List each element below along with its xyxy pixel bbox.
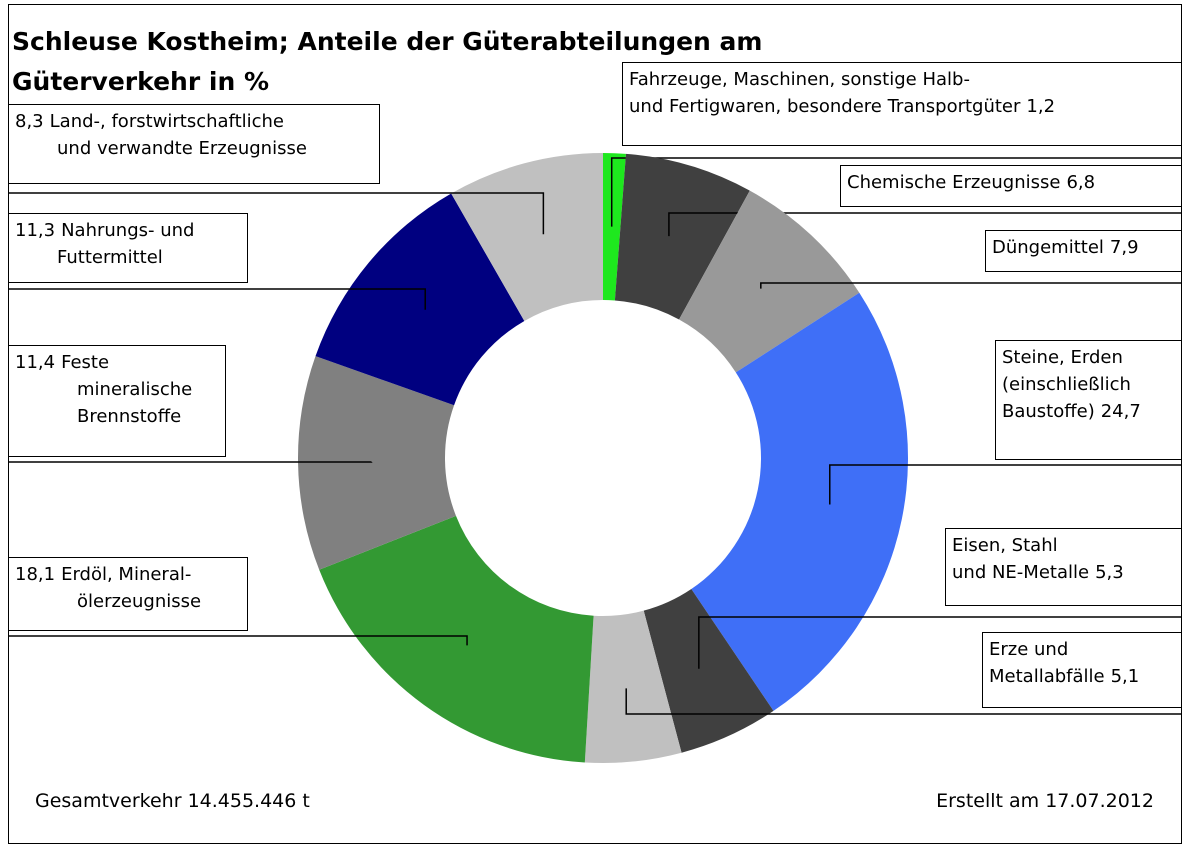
value-label: 11,4 [15, 352, 56, 373]
chart-title: Schleuse Kostheim; Anteile der Güterabte… [12, 27, 763, 96]
donut-segment [584, 610, 682, 763]
leader-line [8, 192, 545, 235]
data-label: Eisen, Stahl und NE-Metalle 5,3 [945, 528, 1182, 606]
data-label: Steine, Erden (einschließlich Baustoffe)… [995, 340, 1182, 460]
category-label: Feste mineralische Brennstoffe [61, 352, 193, 427]
value-label: 5,1 [1110, 666, 1140, 687]
data-label: Chemische Erzeugnisse 6,8 [840, 165, 1182, 207]
donut-segment [643, 589, 774, 753]
category-label: Eisen, Stahl und NE-Metalle [952, 535, 1090, 583]
donut-segment [603, 153, 626, 301]
category-label: Steine, Erden (einschließlich Baustoffe) [1002, 347, 1131, 422]
category-label: Land-, forstwirtschaftliche und verwandt… [49, 111, 307, 159]
value-label: 6,8 [1066, 172, 1096, 193]
data-label: Düngemittel 7,9 [985, 230, 1182, 272]
donut-segment [614, 153, 750, 320]
leader-line [610, 157, 1182, 227]
leader-line [625, 688, 1182, 715]
annotation: Erstellt am 17.07.2012 [936, 790, 1154, 812]
category-label: Fahrzeuge, Maschinen, sonstige Halb- und… [629, 69, 1021, 117]
value-label: 5,3 [1095, 562, 1124, 583]
category-label: Erdöl, Mineral- ölerzeugnisse [61, 564, 202, 612]
value-label: 8,3 [15, 111, 44, 132]
value-label: 18,1 [15, 564, 56, 585]
data-label: 8,3 Land-, forstwirtschaftliche und verwa… [8, 104, 380, 184]
category-label: Düngemittel [992, 237, 1104, 258]
donut-segment [691, 292, 908, 711]
leader-line [668, 212, 1182, 237]
category-label: Chemische Erzeugnisse [847, 172, 1061, 193]
donut-segment [679, 190, 860, 373]
leader-line [8, 635, 468, 646]
annotation: Gesamtverkehr 14.455.446 t [35, 790, 310, 812]
leader-line [698, 616, 1182, 669]
value-label: 24,7 [1100, 401, 1141, 422]
donut-segment [451, 153, 603, 321]
leader-line [829, 464, 1182, 505]
value-label: 7,9 [1109, 237, 1139, 258]
leader-line [760, 282, 1182, 289]
donut-segment [319, 515, 594, 763]
data-label: 11,3 Nahrungs- und Futtermittel [8, 213, 248, 283]
value-label: 1,2 [1026, 96, 1056, 117]
data-label: Erze und Metallabfälle 5,1 [982, 632, 1182, 708]
leader-line [8, 288, 426, 310]
donut-segment [315, 193, 525, 406]
data-label: 11,4 Feste mineralische Brennstoffe [8, 345, 226, 457]
category-label: Nahrungs- und Futtermittel [57, 220, 195, 268]
data-label: 18,1 Erdöl, Mineral- ölerzeugnisse [8, 557, 248, 631]
value-label: 11,3 [15, 220, 56, 241]
data-label: Fahrzeuge, Maschinen, sonstige Halb- und… [622, 62, 1182, 146]
donut-segment [298, 356, 456, 570]
category-label: Erze und Metallabfälle [989, 639, 1105, 687]
